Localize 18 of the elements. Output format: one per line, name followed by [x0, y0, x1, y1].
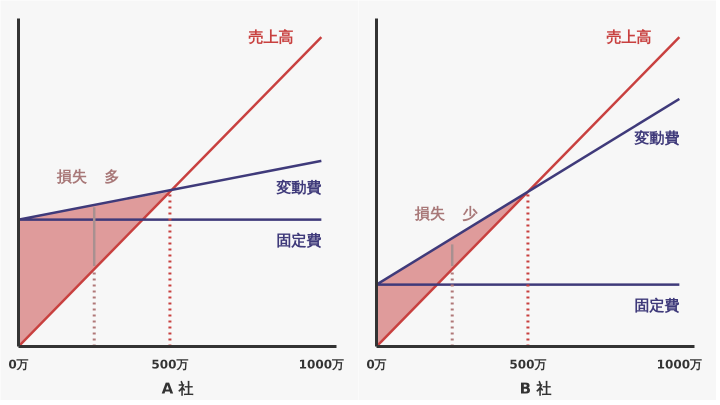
x-tick-label: 0万 [366, 358, 387, 372]
x-axis-title: A 社 [162, 380, 194, 398]
series-label: 売上高 [248, 28, 294, 46]
series-label: 固定費 [634, 296, 680, 315]
annotation: 少 [462, 204, 479, 222]
x-tick-label: 0万 [8, 358, 29, 372]
x-tick-label: 500万 [151, 358, 188, 372]
annotation: 損失 [414, 204, 446, 222]
x-tick-label: 500万 [509, 358, 546, 372]
x-axis-title: B 社 [520, 380, 552, 398]
annotation: 多 [104, 167, 120, 186]
series-label: 変動費 [633, 128, 680, 147]
series-label: 変動費 [275, 178, 322, 197]
series-label: 固定費 [276, 232, 322, 250]
series-label: 売上高 [606, 28, 652, 46]
x-tick-label: 1000万 [298, 358, 344, 372]
annotation: 損失 [56, 167, 88, 186]
x-tick-label: 1000万 [656, 358, 702, 372]
